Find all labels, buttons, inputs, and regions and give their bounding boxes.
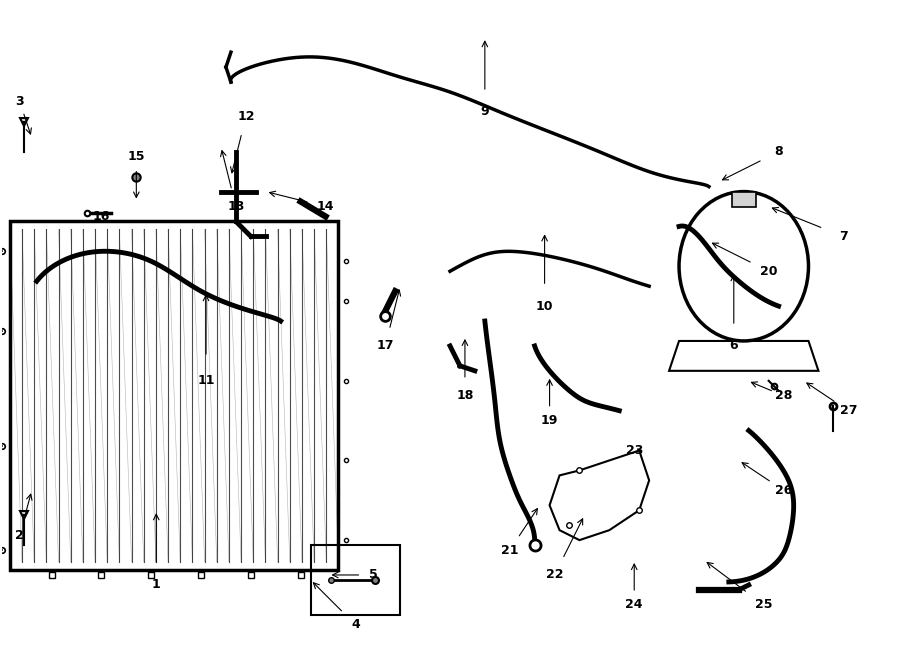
Bar: [732, 192, 756, 206]
Text: 10: 10: [536, 299, 554, 313]
Text: 3: 3: [15, 95, 24, 108]
Text: 17: 17: [376, 340, 394, 352]
Text: 8: 8: [774, 145, 783, 158]
Text: 20: 20: [760, 265, 778, 278]
Bar: [310, 545, 400, 615]
Text: 1: 1: [152, 578, 160, 592]
Text: 2: 2: [15, 529, 24, 541]
Text: 18: 18: [456, 389, 473, 403]
Text: 21: 21: [501, 543, 518, 557]
Text: 14: 14: [317, 200, 334, 213]
Text: 4: 4: [351, 618, 360, 631]
Text: 19: 19: [541, 414, 558, 427]
Text: 13: 13: [227, 200, 245, 213]
Text: 9: 9: [481, 105, 490, 118]
Text: 22: 22: [545, 568, 563, 582]
Text: 11: 11: [197, 374, 215, 387]
Text: 12: 12: [237, 110, 255, 124]
Text: 15: 15: [128, 150, 145, 163]
Text: 6: 6: [730, 340, 738, 352]
Text: 25: 25: [755, 598, 772, 611]
Text: 28: 28: [775, 389, 792, 403]
Text: 24: 24: [626, 598, 643, 611]
Text: 5: 5: [369, 568, 378, 582]
Text: 7: 7: [839, 230, 848, 243]
Text: 26: 26: [775, 484, 792, 497]
Text: 23: 23: [626, 444, 643, 457]
Text: 16: 16: [93, 210, 110, 223]
Bar: [10, 221, 338, 570]
Text: 27: 27: [840, 404, 857, 417]
